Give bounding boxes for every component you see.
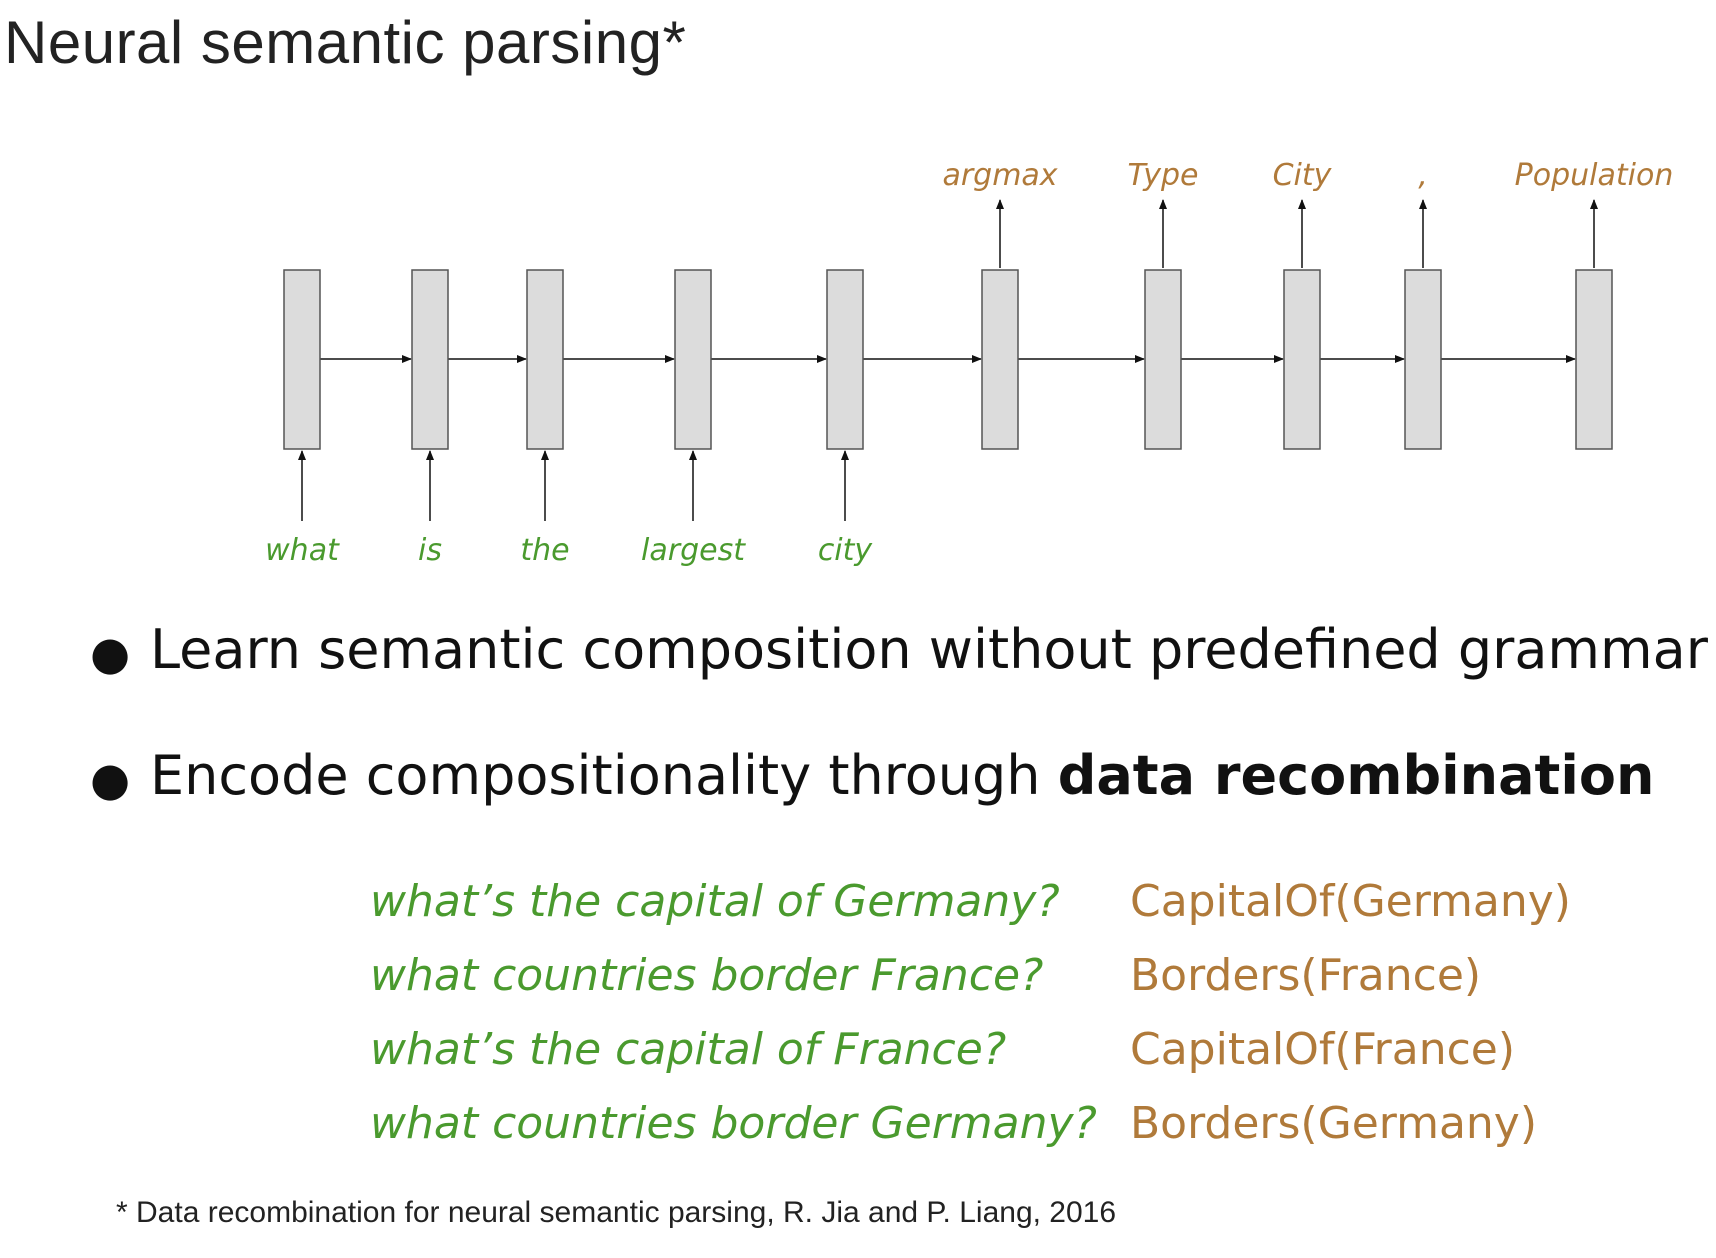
example-question: what countries border France? <box>370 949 1044 1001</box>
input-token: largest <box>641 533 746 568</box>
rnn-cell <box>826 269 864 450</box>
example-row: what countries border Germany? Borders(Ge… <box>370 1086 1571 1160</box>
example-logical-form: Borders(France) <box>1130 949 1482 1001</box>
output-token: Type <box>1128 158 1199 193</box>
example-logical-form: CapitalOf(Germany) <box>1130 875 1571 927</box>
bullet-dot: ● <box>90 752 131 807</box>
bullet-dot: ● <box>90 626 131 681</box>
rnn-cell <box>1144 269 1182 450</box>
input-token: city <box>818 533 874 568</box>
example-row: what’s the capital of France? CapitalOf(F… <box>370 1012 1571 1086</box>
input-token: what <box>265 533 340 568</box>
bullet-bold-text: data recombination <box>1057 744 1655 807</box>
rnn-cell <box>1283 269 1321 450</box>
rnn-cell <box>1575 269 1613 450</box>
example-row: what countries border France? Borders(Fra… <box>370 938 1571 1012</box>
output-token: City <box>1273 158 1333 193</box>
page-title: Neural semantic parsing* <box>4 9 687 76</box>
footnote: * Data recombination for neural semantic… <box>116 1196 1117 1229</box>
example-question: what’s the capital of Germany? <box>370 875 1060 927</box>
output-token: , <box>1418 158 1428 193</box>
example-logical-form: Borders(Germany) <box>1130 1097 1537 1149</box>
rnn-cell <box>283 269 321 450</box>
rnn-cell <box>981 269 1019 450</box>
example-question: what countries border Germany? <box>370 1097 1097 1149</box>
example-logical-form: CapitalOf(France) <box>1130 1023 1516 1075</box>
output-token: Population <box>1515 158 1674 193</box>
example-row: what’s the capital of Germany? CapitalOf(… <box>370 864 1571 938</box>
bullet-text: Encode compositionality through <box>150 744 1058 807</box>
input-token: the <box>520 533 569 568</box>
example-question: what’s the capital of France? <box>370 1023 1007 1075</box>
rnn-cell <box>674 269 712 450</box>
rnn-cell <box>526 269 564 450</box>
input-token: is <box>418 533 442 568</box>
examples-table: what’s the capital of Germany? CapitalOf(… <box>370 864 1571 1160</box>
bullet-item: ● Learn semantic composition without pred… <box>90 618 1708 681</box>
rnn-cell <box>1404 269 1442 450</box>
bullet-item: ● Encode compositionality through data re… <box>90 744 1654 807</box>
bullet-text: Learn semantic composition without prede… <box>150 618 1708 681</box>
output-token: argmax <box>942 158 1057 193</box>
seq2seq-diagram: what is the largest city argmax Type City, Popul… <box>265 158 1674 568</box>
rnn-cell <box>411 269 449 450</box>
